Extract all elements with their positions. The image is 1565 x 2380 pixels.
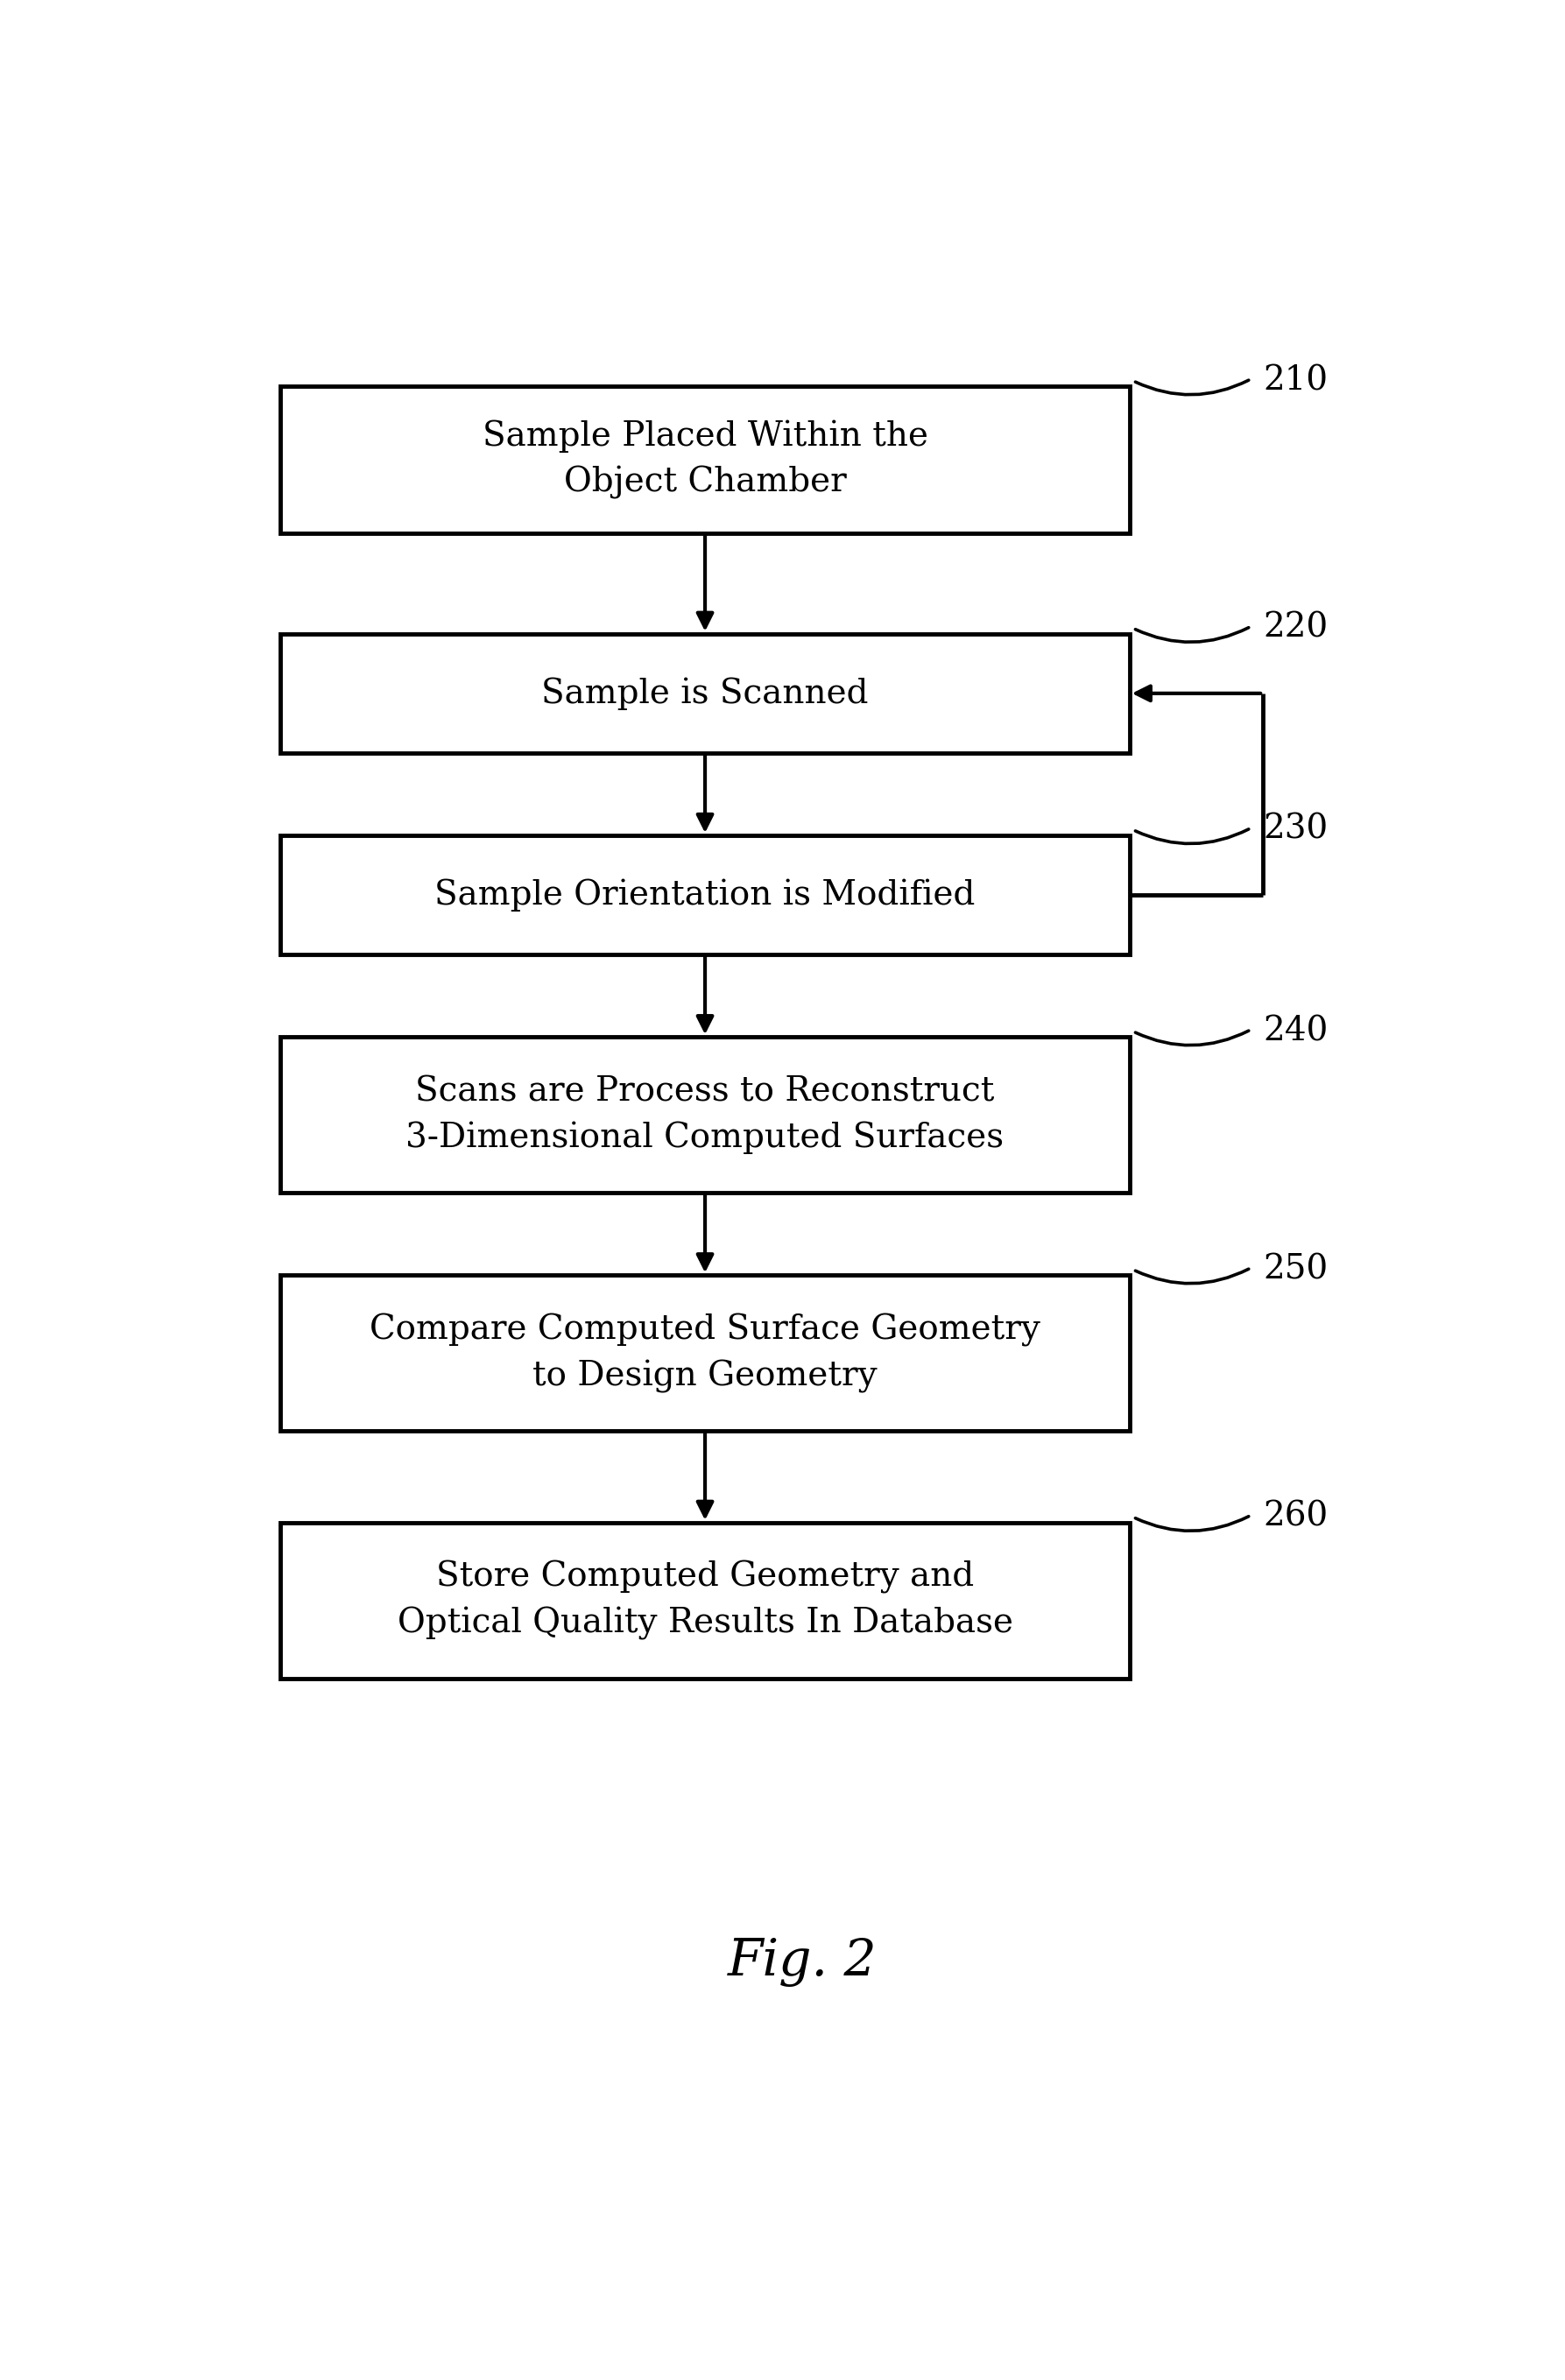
- Text: 220: 220: [1263, 612, 1329, 645]
- Text: Sample Orientation is Modified: Sample Orientation is Modified: [435, 878, 975, 912]
- Text: 230: 230: [1263, 814, 1329, 845]
- Text: 250: 250: [1263, 1254, 1329, 1285]
- Bar: [280, 633, 1130, 752]
- Text: Sample Placed Within the
Object Chamber: Sample Placed Within the Object Chamber: [482, 421, 928, 500]
- Text: Scans are Process to Reconstruct
3-Dimensional Computed Surfaces: Scans are Process to Reconstruct 3-Dimen…: [405, 1076, 1005, 1154]
- Text: Store Computed Geometry and
Optical Quality Results In Database: Store Computed Geometry and Optical Qual…: [398, 1561, 1013, 1640]
- Text: 260: 260: [1263, 1502, 1329, 1533]
- Bar: [280, 1523, 1130, 1678]
- Text: Compare Computed Surface Geometry
to Design Geometry: Compare Computed Surface Geometry to Des…: [369, 1314, 1041, 1392]
- Bar: [280, 835, 1130, 954]
- Text: 240: 240: [1263, 1014, 1329, 1047]
- Text: Fig. 2: Fig. 2: [728, 1937, 876, 1987]
- Text: Sample is Scanned: Sample is Scanned: [541, 676, 869, 709]
- Bar: [280, 386, 1130, 533]
- Bar: [280, 1038, 1130, 1192]
- Text: 210: 210: [1263, 364, 1327, 397]
- Bar: [280, 1276, 1130, 1430]
